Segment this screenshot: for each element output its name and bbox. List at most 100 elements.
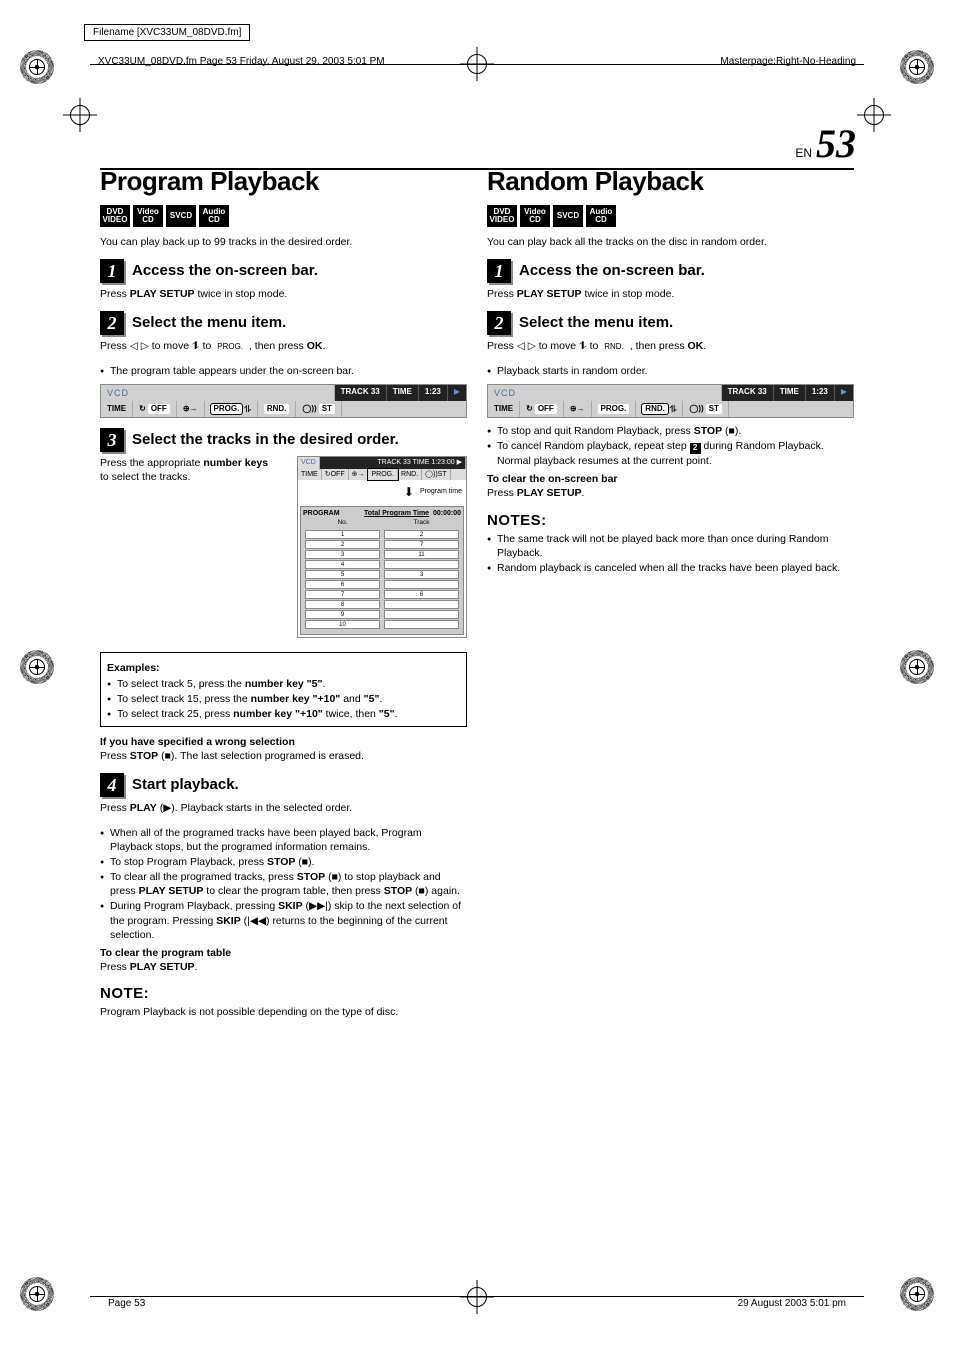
step-3-title: Select the tracks in the desired order. xyxy=(132,430,399,450)
osd-bar-prog: VCD TRACK 33 TIME 1:23 ▶ TIME ↻OFF ⊕→ PR… xyxy=(100,384,467,418)
r-step-1-body: Press PLAY SETUP twice in stop mode. xyxy=(487,287,854,301)
step-4-title: Start playback. xyxy=(132,775,239,795)
badge-svcd: SVCD xyxy=(166,205,196,227)
r-step-2-note: Playback starts in random order. xyxy=(487,364,854,378)
osd-time-value: 1:23 xyxy=(419,385,448,401)
r-clear-body: Press PLAY SETUP. xyxy=(487,486,854,500)
example-2: To select track 15, press the number key… xyxy=(107,692,460,706)
example-3: To select track 25, press number key "+1… xyxy=(107,707,460,721)
osd-bot-time: TIME xyxy=(488,401,520,417)
step-1-body: Press PLAY SETUP twice in stop mode. xyxy=(100,287,467,301)
osd-bot-prog: PROG. xyxy=(592,401,637,417)
example-1: To select track 5, press the number key … xyxy=(107,677,460,691)
program-playback-title: Program Playback xyxy=(100,164,467,199)
wrong-selection-heading: If you have specified a wrong selection xyxy=(100,735,467,749)
osd-bot-stereo: ◯))ST xyxy=(683,401,729,417)
osd-bot-rnd: RND.⥮ xyxy=(636,401,683,417)
page-prefix: EN xyxy=(795,146,812,160)
right-column: Random Playback DVDVIDEO VideoCD SVCD Au… xyxy=(487,162,854,1261)
badge-dvd: DVDVIDEO xyxy=(487,205,517,227)
badge-acd: AudioCD xyxy=(586,205,616,227)
step-2-title: Select the menu item. xyxy=(132,313,286,333)
examples-box: Examples: To select track 5, press the n… xyxy=(100,652,467,727)
program-time-label: Program time xyxy=(420,487,462,496)
crop-mark xyxy=(20,650,54,684)
badge-acd: AudioCD xyxy=(199,205,229,227)
badge-vcd: VideoCD xyxy=(133,205,163,227)
crop-mark xyxy=(20,50,54,84)
crop-mark xyxy=(900,650,934,684)
registration-mark xyxy=(70,105,90,125)
masterpage-label: Masterpage:Right-No-Heading xyxy=(720,56,856,67)
osd-bot-stereo: ◯))ST xyxy=(296,401,342,417)
osd-bot-time: TIME xyxy=(101,401,133,417)
framemaker-line: XVC33UM_08DVD.fm Page 53 Friday, August … xyxy=(98,56,385,67)
disc-badges: DVDVIDEO VideoCD SVCD AudioCD xyxy=(100,205,467,227)
osd-bar-rnd: VCD TRACK 33 TIME 1:23 ▶ TIME ↻OFF ⊕→ PR… xyxy=(487,384,854,418)
step-4-note-1: When all of the programed tracks have be… xyxy=(100,826,467,854)
step-3-body: Press the appropriate number keys to sel… xyxy=(100,456,279,484)
random-intro: You can play back all the tracks on the … xyxy=(487,235,854,249)
note-heading: NOTE: xyxy=(100,984,467,1004)
step-1-title: Access the on-screen bar. xyxy=(132,261,318,281)
badge-dvd: DVDVIDEO xyxy=(100,205,130,227)
registration-mark xyxy=(467,1287,487,1307)
r-notes-2: Random playback is canceled when all the… xyxy=(487,561,854,575)
play-icon: ▶ xyxy=(448,385,466,401)
osd-track: TRACK 33 xyxy=(335,385,387,401)
osd-time-label: TIME xyxy=(774,385,806,401)
badge-svcd: SVCD xyxy=(553,205,583,227)
page-number-value: 53 xyxy=(816,120,856,167)
osd-bot-clock: ⊕→ xyxy=(177,401,205,417)
osd-vcd: VCD xyxy=(101,385,335,401)
crop-mark xyxy=(20,1277,54,1311)
page-number: EN 53 xyxy=(795,120,856,167)
r-note-stop: To stop and quit Random Playback, press … xyxy=(487,424,854,438)
play-icon: ▶ xyxy=(835,385,853,401)
footer-page: Page 53 xyxy=(108,1298,145,1309)
step-4-icon: 4 xyxy=(100,773,124,797)
osd-bot-rnd: RND. xyxy=(258,401,297,417)
r-note-cancel: To cancel Random playback, repeat step 2… xyxy=(487,439,854,468)
program-intro: You can play back up to 99 tracks in the… xyxy=(100,235,467,249)
note-body: Program Playback is not possible dependi… xyxy=(100,1005,467,1019)
crop-mark xyxy=(900,1277,934,1311)
step-4-note-2: To stop Program Playback, press STOP (■)… xyxy=(100,855,467,869)
step-4-note-4: During Program Playback, pressing SKIP (… xyxy=(100,899,467,942)
step-2-icon: 2 xyxy=(100,311,124,335)
osd-bot-repeat: ↻OFF xyxy=(133,401,177,417)
crop-mark xyxy=(900,50,934,84)
wrong-selection-body: Press STOP (■). The last selection progr… xyxy=(100,749,467,763)
cursor-icon: ⥮ xyxy=(192,340,200,352)
clear-table-heading: To clear the program table xyxy=(100,946,467,960)
rnd-pill: RND. xyxy=(601,342,627,351)
osd-track: TRACK 33 xyxy=(722,385,774,401)
step-2-icon: 2 xyxy=(487,311,511,335)
osd-time-value: 1:23 xyxy=(806,385,835,401)
arrow-down-icon: ⬇ xyxy=(404,484,414,500)
notes-heading: NOTES: xyxy=(487,511,854,531)
step-4-body: Press PLAY (▶). Playback starts in the s… xyxy=(100,801,467,815)
cursor-icon: ⥮ xyxy=(579,340,587,352)
step-2-note: The program table appears under the on-s… xyxy=(100,364,467,378)
prog-pill: PROG. xyxy=(214,342,246,351)
r-clear-heading: To clear the on-screen bar xyxy=(487,472,854,486)
step-2-body: Press ◁ ▷ to move ⥮ to PROG. , then pres… xyxy=(100,339,467,353)
osd-time-label: TIME xyxy=(387,385,419,401)
disc-badges: DVDVIDEO VideoCD SVCD AudioCD xyxy=(487,205,854,227)
filename-box: Filename [XVC33UM_08DVD.fm] xyxy=(84,24,250,41)
left-column: Program Playback DVDVIDEO VideoCD SVCD A… xyxy=(100,162,467,1261)
random-playback-title: Random Playback xyxy=(487,164,854,199)
osd-bot-repeat: ↻OFF xyxy=(520,401,564,417)
step-4-note-3: To clear all the programed tracks, press… xyxy=(100,870,467,898)
osd-bot-clock: ⊕→ xyxy=(564,401,592,417)
r-step-1-title: Access the on-screen bar. xyxy=(519,261,705,281)
r-step-2-body: Press ◁ ▷ to move ⥮ to RND. , then press… xyxy=(487,339,854,353)
badge-vcd: VideoCD xyxy=(520,205,550,227)
program-table-figure: VCD TRACK 33 TIME 1:23:00 ▶ TIME ↻OFF ⊕→… xyxy=(297,456,467,638)
inline-step-2-icon: 2 xyxy=(690,443,701,454)
registration-mark xyxy=(864,105,884,125)
clear-table-body: Press PLAY SETUP. xyxy=(100,960,467,974)
step-1-icon: 1 xyxy=(100,259,124,283)
r-step-2-title: Select the menu item. xyxy=(519,313,673,333)
